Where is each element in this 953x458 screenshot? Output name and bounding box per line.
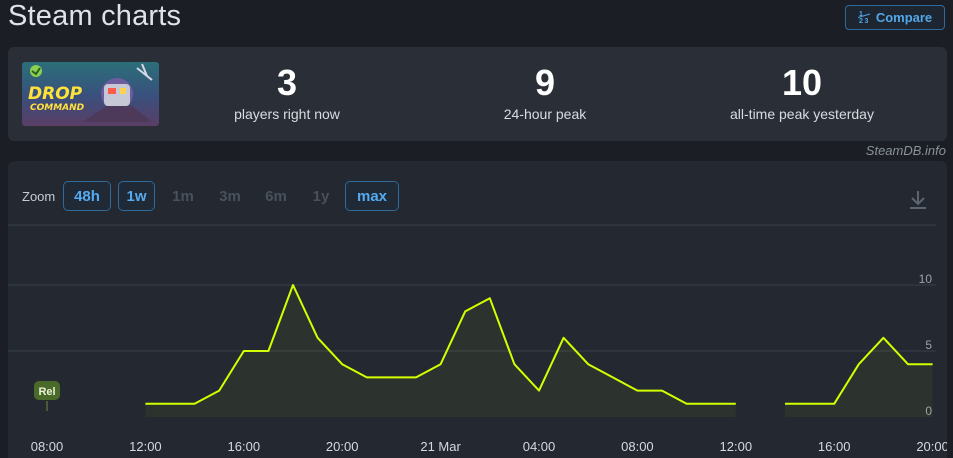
x-tick-label: 16:00 xyxy=(228,439,261,454)
stat-label: players right now xyxy=(234,106,340,122)
stats-panel: DROP COMMAND 3 players right now 9 24-ho… xyxy=(8,47,947,141)
annotation-label: Rel xyxy=(38,386,55,398)
series-area xyxy=(785,337,933,417)
page-title: Steam charts xyxy=(8,0,182,32)
svg-text:1: 1 xyxy=(859,11,863,18)
stat-24h-peak: 9 24-hour peak xyxy=(435,62,655,123)
zoom-3m-button[interactable]: 3m xyxy=(219,187,241,205)
y-tick-label: 5 xyxy=(925,338,932,352)
zoom-label: Zoom xyxy=(22,189,56,204)
zoom-1w-button[interactable]: 1w xyxy=(118,181,155,211)
fraction-icon: 1 2 3 xyxy=(857,10,870,26)
x-tick-label: 20:00 xyxy=(326,439,359,454)
stat-label: 24-hour peak xyxy=(503,106,587,122)
x-tick-label: 16:00 xyxy=(818,439,851,454)
y-tick-label: 0 xyxy=(925,404,932,418)
zoom-1m-button[interactable]: 1m xyxy=(172,187,194,205)
chart-panel: Zoom 48h 1w 1m 3m 6m 1y max 0 5 10 08:00 12:… xyxy=(8,161,947,458)
zoom-max-button[interactable]: max xyxy=(345,181,399,211)
x-tick-label: 20:00 xyxy=(916,439,947,454)
game-capsule-image[interactable]: DROP COMMAND xyxy=(22,62,159,126)
zoom-1y-button[interactable]: 1y xyxy=(312,187,330,205)
zoom-6m-button[interactable]: 6m xyxy=(265,187,287,205)
stat-all-time-peak: 10 all-time peak yesterday xyxy=(692,62,912,123)
stat-value: 3 xyxy=(276,62,298,103)
svg-text:COMMAND: COMMAND xyxy=(30,103,85,113)
stat-current-players: 3 players right now xyxy=(177,62,397,123)
compare-label: Compare xyxy=(875,10,933,25)
x-tick-label: 08:00 xyxy=(621,439,654,454)
stat-label: all-time peak yesterday xyxy=(730,106,874,122)
series-area xyxy=(145,285,736,417)
x-tick-label: 12:00 xyxy=(720,439,753,454)
svg-text:DROP: DROP xyxy=(28,84,83,104)
y-tick-label: 10 xyxy=(919,272,933,286)
credit-link[interactable]: SteamDB.info xyxy=(865,143,946,158)
player-count-chart: 0 5 10 08:00 12:00 16:00 20:00 21 Mar 04:00 08:00… xyxy=(8,224,947,454)
stat-value: 10 xyxy=(781,62,823,103)
zoom-48h-button[interactable]: 48h xyxy=(63,181,111,211)
series-line xyxy=(145,284,736,405)
annotation-flag xyxy=(34,381,60,400)
compare-button[interactable]: 1 2 3 Compare xyxy=(845,5,945,30)
x-tick-label: 08:00 xyxy=(31,439,64,454)
x-tick-label: 12:00 xyxy=(129,439,162,454)
x-tick-label: 21 Mar xyxy=(420,439,461,454)
svg-text:2: 2 xyxy=(859,18,863,24)
series-line xyxy=(785,336,933,405)
stat-value: 9 xyxy=(534,62,556,103)
svg-text:3: 3 xyxy=(864,18,868,24)
download-icon[interactable] xyxy=(908,189,928,211)
x-tick-label: 04:00 xyxy=(523,439,556,454)
